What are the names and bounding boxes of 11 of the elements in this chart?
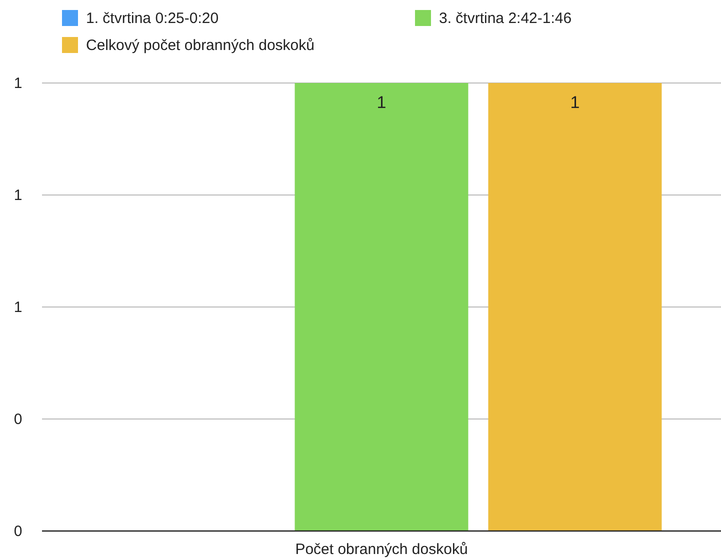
x-tick-label: Počet obranných doskoků xyxy=(295,541,468,558)
y-tick-label: 0 xyxy=(14,411,22,428)
y-tick-label: 1 xyxy=(14,187,22,204)
data-label: 1 xyxy=(376,93,386,112)
y-tick-label: 1 xyxy=(14,299,22,316)
y-tick-label: 0 xyxy=(14,523,22,540)
legend-label: 1. čtvrtina 0:25-0:20 xyxy=(86,10,219,27)
legend-label: Celkový počet obranných doskoků xyxy=(86,37,314,54)
data-label: 1 xyxy=(570,93,580,112)
y-tick-label: 1 xyxy=(14,75,22,92)
legend-label: 3. čtvrtina 2:42-1:46 xyxy=(439,10,572,27)
